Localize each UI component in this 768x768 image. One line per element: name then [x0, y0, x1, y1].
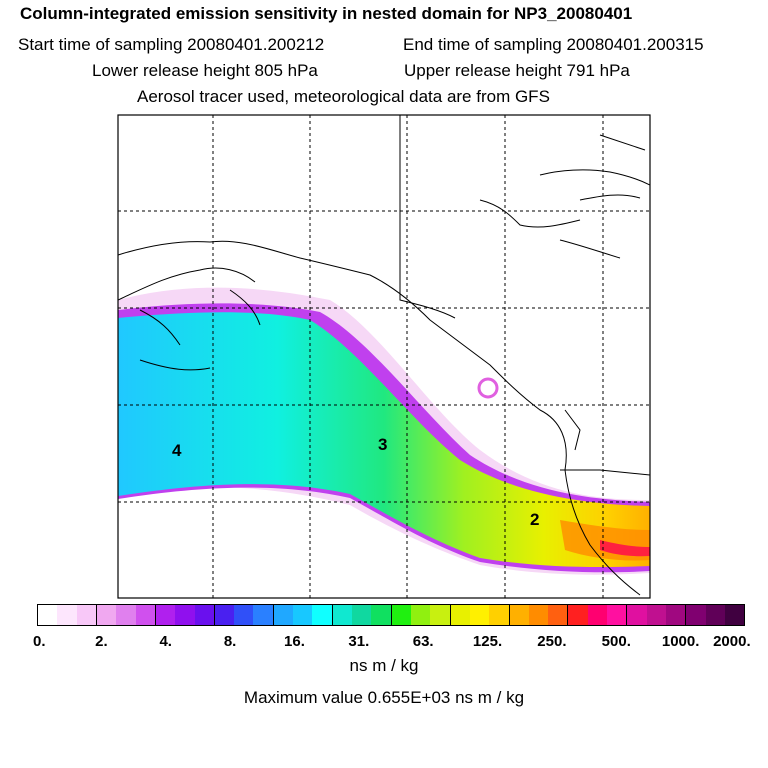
colorbar-swatch	[666, 605, 687, 625]
plume-core	[118, 312, 650, 568]
colorbar-swatch	[548, 605, 569, 625]
colorbar-swatch	[273, 605, 294, 625]
colorbar-tick-label: 31.	[348, 633, 370, 650]
colorbar-swatch	[705, 605, 725, 625]
colorbar-tick-label: 250.	[537, 633, 567, 650]
colorbar-unit: ns m / kg	[349, 656, 419, 675]
colorbar-swatch	[352, 605, 372, 625]
colorbar-tick-label: 2.	[95, 633, 108, 650]
release-label-2: 2	[530, 510, 539, 529]
colorbar-swatch	[116, 605, 136, 625]
colorbar-swatch	[175, 605, 195, 625]
colorbar-swatch	[57, 605, 77, 625]
colorbar-swatch	[430, 605, 451, 625]
colorbar-swatch	[332, 605, 352, 625]
colorbar-tick-label: 500.	[601, 633, 631, 650]
colorbar-swatch	[509, 605, 529, 625]
colorbar-tick-label: 0.	[33, 633, 46, 650]
colorbar-swatch	[312, 605, 333, 625]
tracer-label: Aerosol tracer used, meteorological data…	[137, 87, 550, 106]
map-frame	[117, 114, 651, 599]
coastlines	[118, 115, 650, 596]
plume-max	[600, 540, 650, 557]
colorbar-swatch	[450, 605, 470, 625]
colorbar-swatch	[607, 605, 628, 625]
colorbar-tick-label: 1000.	[661, 633, 700, 650]
release-label-4: 4	[172, 441, 182, 460]
colorbar-tick-label: 125.	[472, 633, 503, 650]
upper-release-label: Upper release height 791 hPa	[404, 61, 630, 80]
colorbar-swatch	[194, 605, 215, 625]
colorbar-tick-label: 63.	[412, 633, 434, 650]
colorbar-swatch	[293, 605, 313, 625]
colorbar-swatch	[724, 605, 745, 625]
sensitivity-map: 4 3 2	[117, 114, 651, 599]
colorbar-swatch	[234, 605, 254, 625]
colorbar-swatch	[371, 605, 392, 625]
colorbar-swatch	[686, 605, 706, 625]
colorbar-swatch	[469, 605, 490, 625]
colorbar-swatch	[646, 605, 666, 625]
maximum-value-label: Maximum value 0.655E+03 ns m / kg	[243, 688, 525, 707]
colorbar-tick-label: 4.	[159, 633, 172, 650]
colorbar-tick-label: 16.	[284, 633, 305, 650]
graticule	[118, 115, 650, 598]
plume-loop	[477, 377, 499, 399]
colorbar-swatch	[135, 605, 156, 625]
end-time-label: End time of sampling 20080401.200315	[403, 35, 704, 54]
map-title: Column-integrated emission sensitivity i…	[20, 4, 633, 23]
colorbar-swatch	[410, 605, 431, 625]
colorbar-swatch	[528, 605, 549, 625]
colorbar-swatch	[214, 605, 235, 625]
colorbar-swatch	[76, 605, 97, 625]
release-label-3: 3	[378, 435, 387, 454]
start-time-label: Start time of sampling 20080401.200212	[18, 35, 325, 54]
colorbar-swatch	[568, 605, 588, 625]
colorbar-swatch	[587, 605, 608, 625]
colorbar	[37, 604, 745, 626]
colorbar-swatch	[253, 605, 274, 625]
colorbar-swatch	[96, 605, 117, 625]
lower-release-label: Lower release height 805 hPa	[92, 61, 318, 80]
colorbar-swatch	[38, 605, 58, 625]
colorbar-swatch	[155, 605, 176, 625]
colorbar-tick-label: 8.	[223, 633, 237, 650]
colorbar-tick-label: 2000.	[713, 633, 751, 650]
colorbar-swatch	[627, 605, 647, 625]
colorbar-swatch	[489, 605, 510, 625]
colorbar-swatch	[391, 605, 411, 625]
